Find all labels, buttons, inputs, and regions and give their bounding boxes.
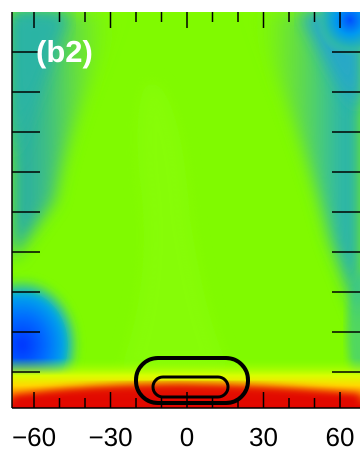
x-tick-label: 0: [180, 422, 194, 450]
contour-inner: [151, 375, 230, 399]
contour-outer: [134, 356, 250, 405]
x-tick-label: 60: [326, 422, 355, 450]
x-tick-label: −30: [88, 422, 132, 450]
x-tick-label: −60: [12, 422, 56, 450]
panel-label: (b2): [36, 34, 93, 69]
tick-marks: [12, 12, 360, 408]
axes-frame: [11, 12, 360, 409]
x-tick-labels: −60 −30 0 30 60: [12, 422, 355, 450]
contour-lines: [134, 356, 250, 405]
heatmap-field: [12, 12, 360, 408]
x-tick-label: 30: [249, 422, 278, 450]
